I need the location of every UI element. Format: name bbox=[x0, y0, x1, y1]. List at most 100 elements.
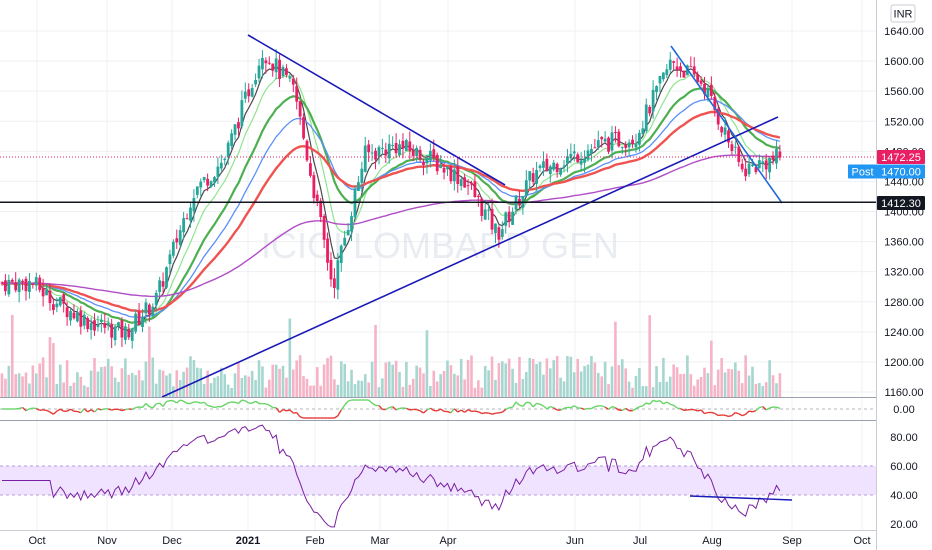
oscillator-line-segment bbox=[419, 410, 424, 414]
candle bbox=[182, 211, 186, 240]
time-axis[interactable]: Oct Nov Dec 2021 Feb Mar Apr Jun Jul Aug Sep Oct bbox=[28, 535, 870, 547]
oscillator-line-segment bbox=[646, 402, 650, 405]
oscillator-line-segment bbox=[282, 408, 287, 412]
volume-bar bbox=[689, 374, 693, 397]
candle-body bbox=[699, 80, 703, 84]
volume-bar bbox=[93, 358, 96, 397]
oscillator-line-segment bbox=[49, 411, 54, 415]
candle bbox=[192, 189, 196, 222]
candle bbox=[168, 249, 172, 274]
oscillator-line-segment bbox=[228, 401, 232, 404]
candle bbox=[274, 49, 278, 80]
candle-body bbox=[226, 142, 230, 158]
volume-bar bbox=[55, 383, 59, 397]
candle bbox=[305, 139, 309, 163]
oscillator-line-segment bbox=[159, 402, 164, 407]
candle-body bbox=[31, 284, 35, 286]
volume-bar bbox=[737, 370, 741, 397]
volume-bar bbox=[377, 387, 381, 397]
candle bbox=[576, 152, 580, 163]
candle bbox=[562, 160, 566, 172]
trendlines[interactable] bbox=[161, 34, 783, 398]
candle-body bbox=[552, 162, 556, 170]
candle bbox=[333, 268, 336, 299]
volume-bar bbox=[658, 382, 662, 397]
volume-bar bbox=[607, 384, 610, 397]
candle-body bbox=[216, 166, 220, 177]
candlesticks[interactable] bbox=[0, 49, 782, 349]
oscillator-line-segment bbox=[536, 402, 541, 405]
volume-bar bbox=[692, 385, 696, 397]
oscillator-line-segment bbox=[131, 407, 136, 410]
volume-bar bbox=[415, 365, 418, 397]
candle bbox=[38, 274, 42, 293]
candle bbox=[171, 239, 175, 259]
candle bbox=[682, 70, 686, 78]
oscillator-line-segment bbox=[56, 408, 61, 412]
candle bbox=[346, 223, 350, 236]
candle bbox=[31, 283, 35, 289]
candle bbox=[127, 323, 131, 340]
volume-bar bbox=[672, 364, 675, 397]
currency-selector[interactable]: INR bbox=[890, 4, 916, 23]
oscillator-line-segment bbox=[474, 410, 479, 413]
volume-bar bbox=[360, 380, 364, 397]
oscillator-line-segment bbox=[141, 402, 147, 408]
oscillator-line-segment bbox=[491, 412, 496, 415]
volume-bar bbox=[192, 360, 196, 397]
oscillator-line-segment bbox=[97, 408, 102, 411]
volume-bar bbox=[758, 383, 761, 397]
volume-bar bbox=[538, 361, 542, 397]
volume-bar bbox=[117, 381, 120, 397]
oscillator-line-segment bbox=[337, 409, 342, 417]
volume-bar bbox=[137, 370, 141, 397]
oscillator-line-segment bbox=[162, 401, 168, 407]
candle-body bbox=[237, 122, 240, 129]
volume-bar bbox=[185, 367, 189, 397]
candle bbox=[257, 58, 261, 83]
volume-bar bbox=[168, 373, 172, 397]
candle-body bbox=[99, 319, 103, 323]
symbol-watermark: ICICI LOMBARD GEN bbox=[261, 225, 619, 266]
volume-bar bbox=[216, 376, 220, 397]
candle-body bbox=[343, 237, 347, 246]
candle-body bbox=[7, 279, 11, 295]
oscillator-line-segment bbox=[519, 404, 524, 408]
candle bbox=[93, 313, 96, 336]
volume-bar bbox=[175, 370, 179, 397]
candle bbox=[110, 318, 114, 349]
oscillator-line-segment bbox=[296, 412, 301, 418]
volume-bar bbox=[322, 364, 326, 397]
candle-body bbox=[158, 280, 162, 293]
candle-body bbox=[716, 108, 720, 125]
oscillator-line-segment bbox=[563, 406, 568, 409]
candle bbox=[243, 82, 247, 104]
volume-bar bbox=[124, 358, 127, 397]
candle-body bbox=[713, 96, 717, 111]
oscillator-line-segment bbox=[200, 401, 205, 404]
volume-bar bbox=[17, 373, 21, 397]
volume-bar bbox=[189, 356, 192, 397]
candle bbox=[631, 135, 634, 148]
oscillator-line-segment bbox=[741, 413, 746, 417]
candle-body bbox=[312, 175, 316, 199]
volume-bar bbox=[127, 374, 131, 397]
oscillator-line-segment bbox=[436, 408, 441, 412]
volume-bar bbox=[439, 374, 442, 397]
oscillator-line-segment bbox=[172, 400, 178, 404]
candle-body bbox=[356, 182, 360, 192]
candle bbox=[0, 281, 4, 286]
candle bbox=[86, 316, 90, 333]
candle bbox=[483, 200, 487, 221]
oscillator-line-segment bbox=[207, 404, 212, 407]
candle bbox=[487, 202, 491, 221]
candle-body bbox=[538, 165, 542, 168]
oscillator-line-segment bbox=[416, 408, 421, 412]
candle-body bbox=[202, 176, 206, 181]
candle bbox=[528, 170, 532, 190]
candle-body bbox=[665, 69, 669, 76]
candle-body bbox=[154, 292, 158, 306]
price-tick-label: 1560.00 bbox=[884, 86, 924, 98]
candle bbox=[490, 198, 494, 235]
